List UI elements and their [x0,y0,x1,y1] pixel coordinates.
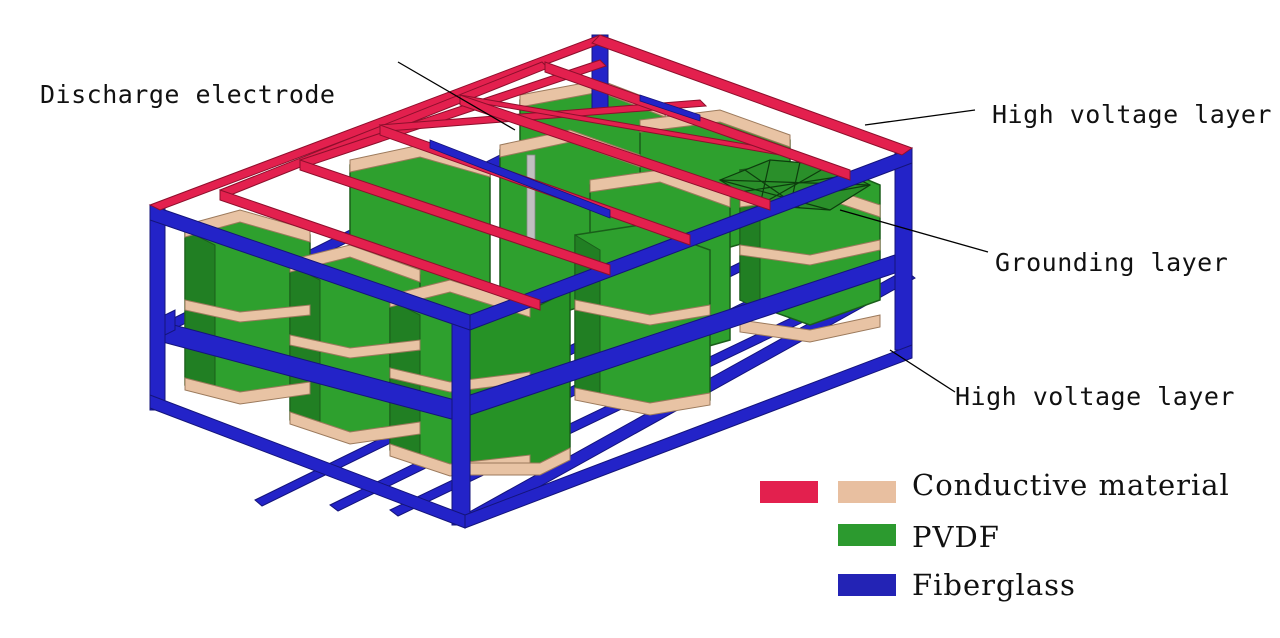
label-high-voltage-layer-bottom: High voltage layer [955,382,1235,411]
legend-label-fiberglass: Fiberglass [912,568,1076,602]
label-discharge-electrode: Discharge electrode [40,80,336,109]
legend-swatch-fiberglass [838,574,896,596]
legend-swatch-conductive-tan [838,481,896,503]
discharge-electrode [526,154,536,241]
leader-lines [397,61,989,393]
conductive-top-bars [148,34,914,311]
legend-swatch-pvdf [838,524,896,546]
label-grounding-layer: Grounding layer [995,248,1229,277]
conductive-rims [184,79,881,477]
legend-swatch-conductive-red [760,481,818,503]
legend-label-pvdf: PVDF [912,520,1000,554]
leader-grounding [839,209,989,253]
legend-label-conductive: Conductive material [912,468,1230,502]
label-high-voltage-layer-top: High voltage layer [992,100,1272,129]
leader-hv-top [864,109,976,126]
fiberglass-frame [149,34,913,529]
leader-discharge [397,61,516,131]
fiberglass-top-inner [429,94,701,219]
leader-hv-bottom [889,349,956,393]
